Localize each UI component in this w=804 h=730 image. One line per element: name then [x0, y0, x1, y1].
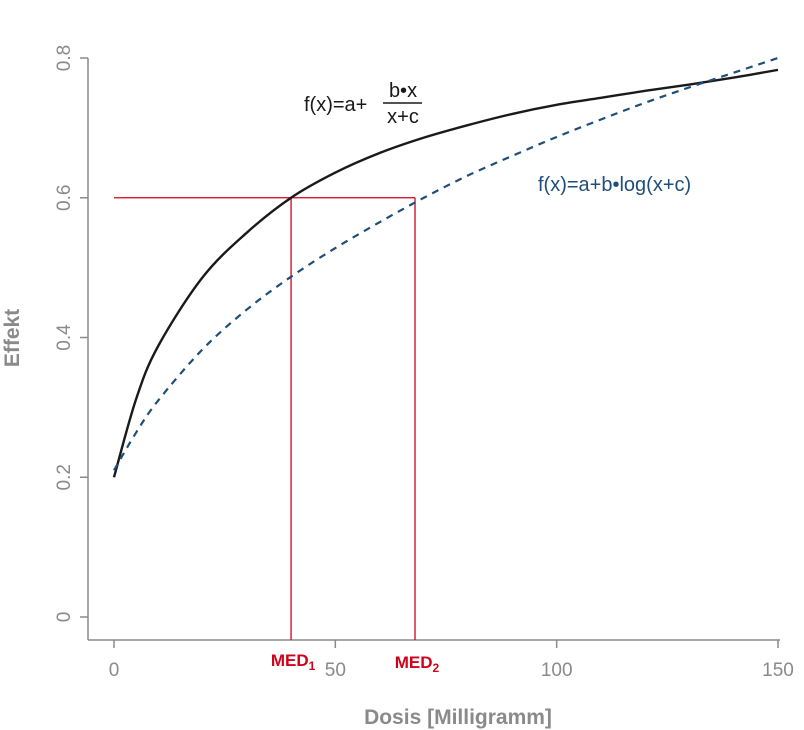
- y-axis-title: Effekt: [1, 309, 24, 367]
- y-tick-label-0.2: 0.2: [54, 464, 75, 490]
- y-ticks: 0 0.2 0.4 0.6 0.8: [54, 45, 88, 623]
- x-tick-label-100: 100: [541, 660, 573, 681]
- x-tick-label-0: 0: [109, 660, 120, 681]
- y-tick-label-0: 0: [54, 612, 75, 623]
- equation-logarithmic: f(x)=a+b•log(x+c): [538, 174, 691, 196]
- equation-hyperbolic-numerator: b•x: [389, 80, 417, 102]
- x-tick-label-150: 150: [762, 660, 794, 681]
- series-hyperbolic-curve: [112, 68, 779, 478]
- equation-hyperbolic: f(x)=a+ b•x x+c: [304, 80, 422, 128]
- med1-label: MED1: [271, 651, 316, 673]
- equation-hyperbolic-lhs: f(x)=a+: [304, 94, 367, 116]
- axes: 0 50 100 150 0 0.2 0.4 0.6 0.8: [54, 45, 794, 681]
- series-log-curve: [113, 56, 779, 471]
- y-tick-label-0.6: 0.6: [54, 185, 75, 211]
- x-ticks: 0 50 100 150: [109, 640, 794, 681]
- x-axis-title: Dosis [Milligramm]: [364, 706, 552, 729]
- y-tick-label-0.8: 0.8: [54, 45, 75, 71]
- equation-hyperbolic-denominator: x+c: [387, 106, 419, 128]
- x-tick-label-50: 50: [325, 660, 346, 681]
- med-reference-lines: [114, 197, 416, 640]
- y-tick-label-0.4: 0.4: [54, 324, 75, 351]
- series-group: [112, 56, 779, 478]
- med2-label: MED2: [395, 653, 440, 675]
